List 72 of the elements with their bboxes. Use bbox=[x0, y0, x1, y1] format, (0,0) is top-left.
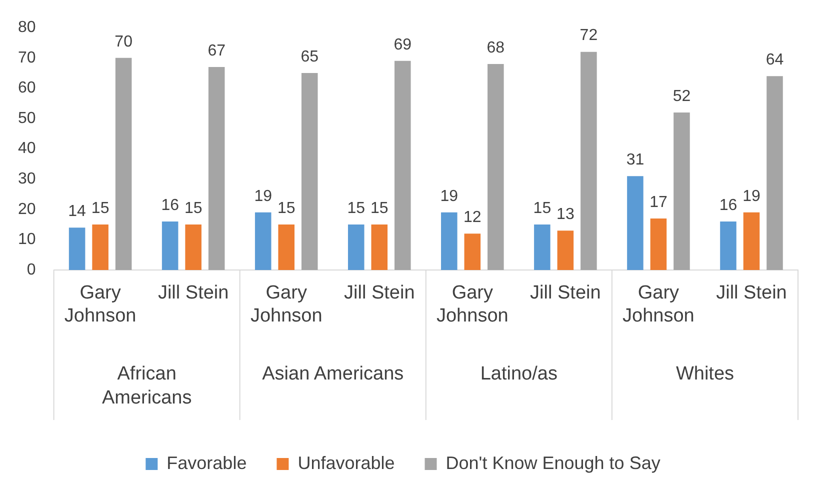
data-label: 12 bbox=[464, 209, 482, 226]
data-label: 15 bbox=[277, 200, 296, 217]
data-label: 17 bbox=[650, 194, 668, 211]
data-label: 19 bbox=[742, 188, 760, 205]
data-label: 15 bbox=[91, 200, 110, 217]
y-tick-label: 50 bbox=[18, 110, 36, 127]
bar bbox=[115, 58, 132, 270]
x-tick-label: Jill Stein bbox=[530, 282, 601, 304]
bar bbox=[580, 52, 597, 270]
y-tick-label: 70 bbox=[18, 49, 36, 66]
data-label: 68 bbox=[486, 39, 505, 56]
y-tick-label: 10 bbox=[18, 231, 36, 248]
bar bbox=[674, 112, 690, 270]
y-tick-label: 60 bbox=[18, 80, 36, 97]
bar bbox=[720, 222, 736, 270]
text: Asian Americans bbox=[262, 364, 404, 385]
bar bbox=[766, 76, 783, 270]
x-tick-label: Gary Johnson bbox=[622, 282, 694, 326]
data-label: 19 bbox=[254, 188, 272, 205]
x-tick-label: Jill Stein bbox=[158, 282, 229, 304]
bar bbox=[464, 234, 481, 270]
data-label: 16 bbox=[161, 196, 180, 214]
data-label: 15 bbox=[370, 200, 388, 217]
data-label: 52 bbox=[672, 88, 691, 105]
data-label: 72 bbox=[580, 27, 598, 44]
bar bbox=[371, 224, 388, 270]
bar bbox=[394, 60, 411, 270]
data-label: 65 bbox=[300, 48, 319, 66]
data-label: 64 bbox=[766, 51, 784, 68]
data-label: 70 bbox=[114, 33, 133, 50]
bar bbox=[650, 218, 667, 270]
bar bbox=[278, 224, 294, 270]
data-label: 15 bbox=[533, 200, 552, 217]
bar bbox=[348, 224, 364, 270]
text: African Americans bbox=[102, 364, 192, 409]
bar bbox=[162, 222, 178, 270]
y-tick-label: 20 bbox=[18, 200, 36, 218]
x-tick-label: Gary Johnson bbox=[436, 282, 508, 326]
data-label: 13 bbox=[556, 206, 574, 224]
x-tick-label: Gary Johnson bbox=[250, 282, 322, 326]
data-label: 15 bbox=[347, 200, 366, 217]
legend-label: Favorable bbox=[166, 452, 247, 473]
data-label: 67 bbox=[208, 42, 226, 60]
y-tick-label: 30 bbox=[18, 170, 36, 188]
bar bbox=[208, 66, 225, 270]
bar bbox=[301, 73, 318, 270]
data-label: 69 bbox=[394, 36, 412, 54]
data-label: 31 bbox=[626, 151, 644, 168]
bar bbox=[441, 212, 458, 270]
y-tick-label: 40 bbox=[18, 140, 36, 158]
data-label: 15 bbox=[184, 200, 202, 217]
x-tick-label: Jill Stein bbox=[344, 282, 415, 304]
bar bbox=[185, 224, 202, 270]
text: Latino/as bbox=[480, 364, 558, 385]
legend-label: Don't Know Enough to Say bbox=[446, 452, 660, 473]
data-label: 14 bbox=[68, 202, 86, 220]
legend-label: Unfavorable bbox=[298, 452, 395, 473]
y-tick-label: 0 bbox=[26, 261, 36, 278]
bar bbox=[557, 230, 574, 270]
data-label: 19 bbox=[440, 188, 458, 205]
y-tick-label: 80 bbox=[18, 19, 36, 36]
bar bbox=[92, 224, 108, 270]
bar bbox=[254, 212, 272, 270]
bar bbox=[488, 64, 504, 270]
bar bbox=[534, 224, 550, 270]
bar bbox=[743, 212, 760, 270]
bar bbox=[627, 176, 644, 270]
data-label: 16 bbox=[719, 196, 738, 214]
text: Whites bbox=[676, 364, 734, 385]
x-tick-label: Jill Stein bbox=[716, 282, 787, 304]
x-tick-label: Gary Johnson bbox=[64, 282, 136, 326]
bar bbox=[68, 228, 86, 270]
